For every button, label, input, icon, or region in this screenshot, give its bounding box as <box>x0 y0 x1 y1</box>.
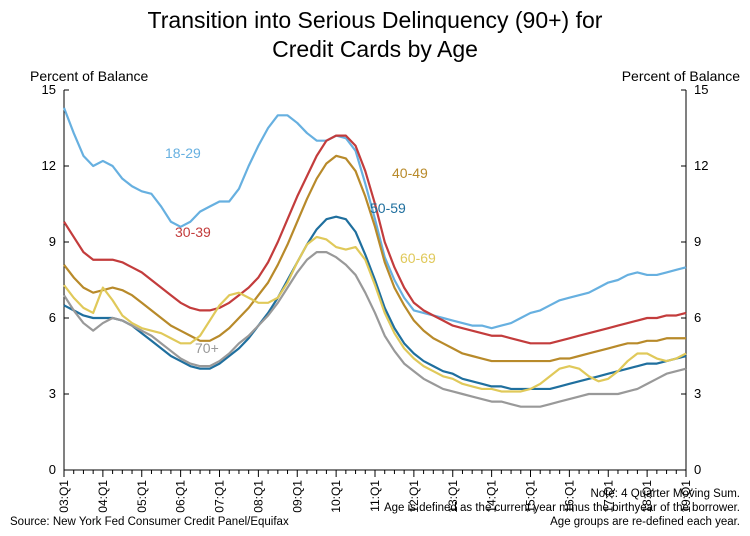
svg-text:15: 15 <box>42 82 56 97</box>
svg-text:06:Q1: 06:Q1 <box>174 480 188 513</box>
svg-text:0: 0 <box>694 462 701 477</box>
series-18-29 <box>64 108 686 328</box>
line-chart: 0 0 3 3 6 6 9 9 12 12 15 15 03:Q1 04:Q1 05:Q1 06:Q1 07:Q… <box>0 0 750 536</box>
chart-container: { "title_line1":"Transition into Serious… <box>0 0 750 536</box>
note-1: Note: 4 Quarter Moving Sum. <box>590 488 740 500</box>
svg-text:6: 6 <box>49 310 56 325</box>
svg-text:07:Q1: 07:Q1 <box>213 480 227 513</box>
series-50-59 <box>64 217 686 389</box>
label-60-69: 60-69 <box>400 250 436 266</box>
label-30-39: 30-39 <box>175 224 211 240</box>
svg-text:12: 12 <box>42 158 56 173</box>
svg-text:03:Q1: 03:Q1 <box>57 480 71 513</box>
svg-text:11:Q1: 11:Q1 <box>368 480 382 512</box>
svg-text:10:Q1: 10:Q1 <box>329 480 343 513</box>
label-40-49: 40-49 <box>392 165 428 181</box>
svg-text:05:Q1: 05:Q1 <box>135 480 149 513</box>
label-18-29: 18-29 <box>165 145 201 161</box>
label-70+: 70+ <box>195 340 219 356</box>
series-40-49 <box>64 156 686 361</box>
svg-text:15: 15 <box>694 82 708 97</box>
svg-text:09:Q1: 09:Q1 <box>290 480 304 513</box>
source-note: Source: New York Fed Consumer Credit Pan… <box>10 516 289 528</box>
svg-text:9: 9 <box>694 234 701 249</box>
svg-text:3: 3 <box>694 386 701 401</box>
svg-text:0: 0 <box>49 462 56 477</box>
svg-text:04:Q1: 04:Q1 <box>96 480 110 513</box>
note-2: Age is defined as the current year minus… <box>384 502 740 514</box>
svg-text:6: 6 <box>694 310 701 325</box>
svg-text:08:Q1: 08:Q1 <box>251 480 265 513</box>
label-50-59: 50-59 <box>370 200 406 216</box>
note-3: Age groups are re-defined each year. <box>550 516 740 528</box>
svg-text:9: 9 <box>49 234 56 249</box>
svg-text:12: 12 <box>694 158 708 173</box>
svg-text:3: 3 <box>49 386 56 401</box>
series-70+ <box>64 252 686 407</box>
